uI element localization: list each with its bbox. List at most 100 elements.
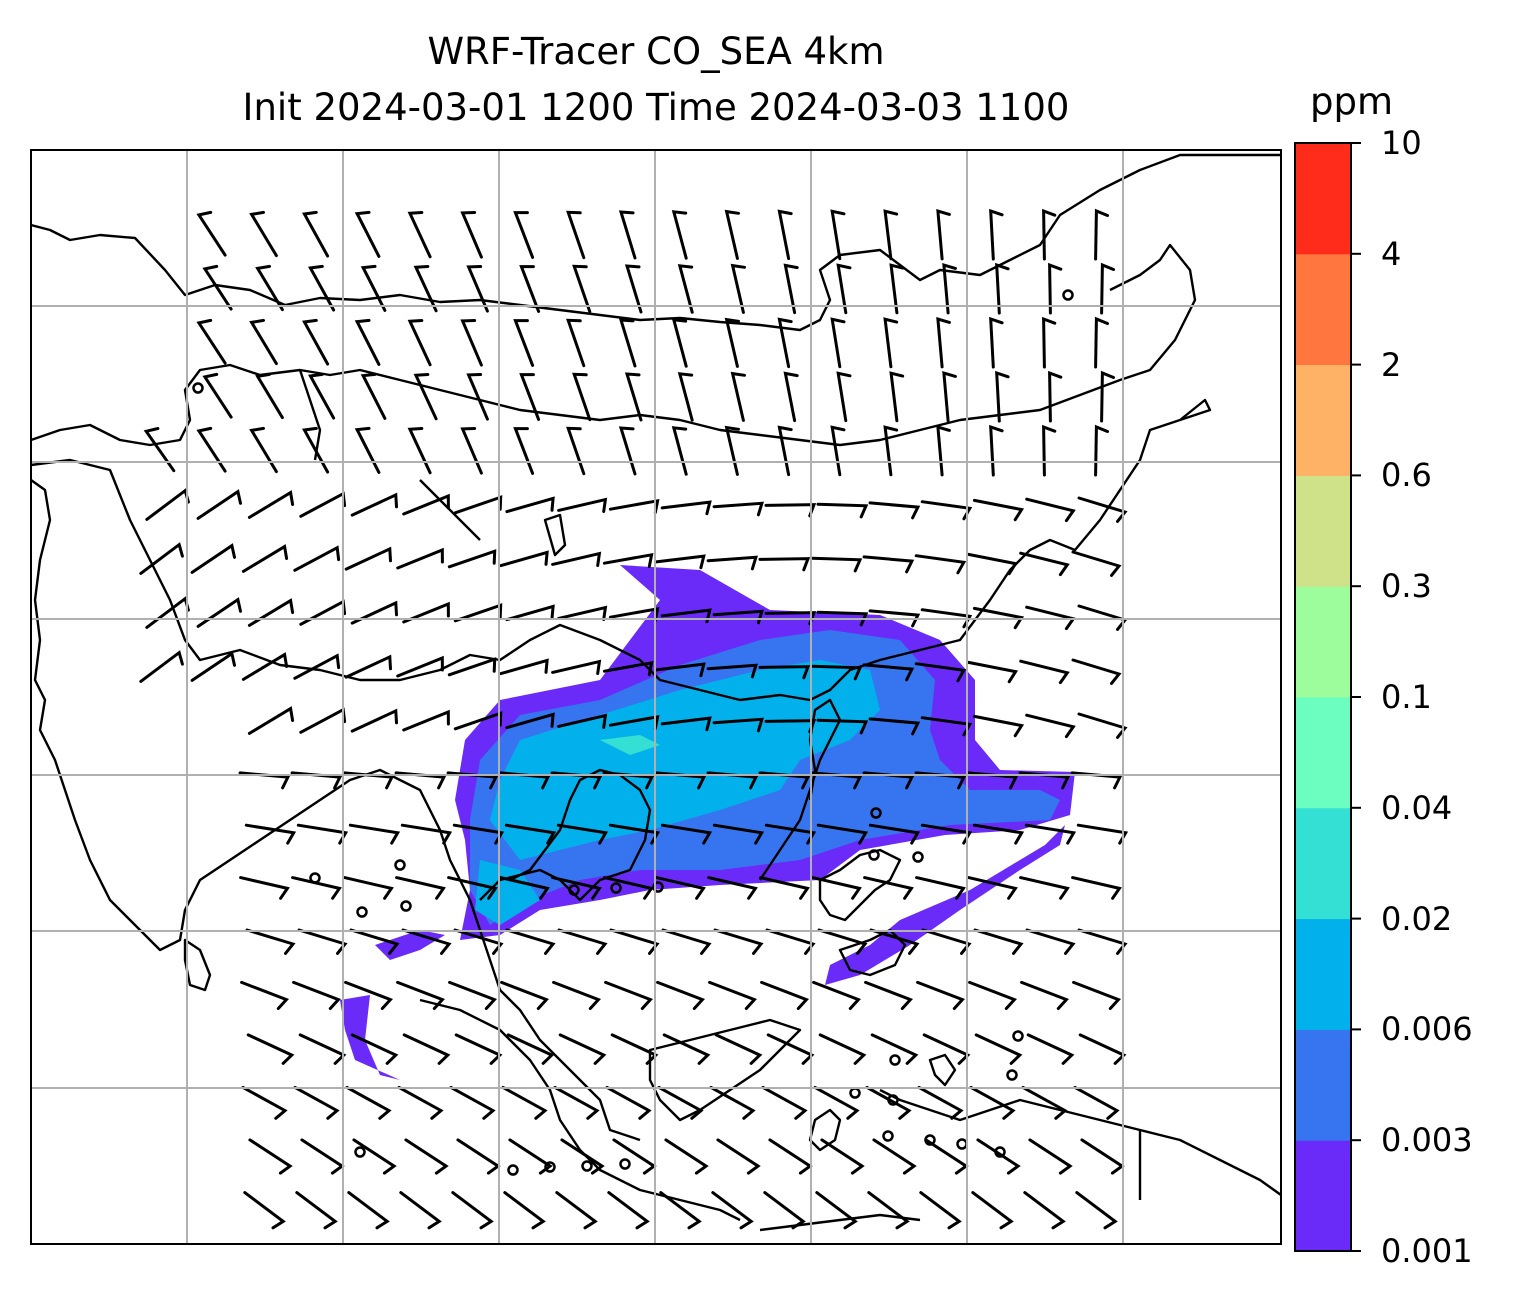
wind-barb [813, 1085, 860, 1120]
wind-barb [350, 708, 398, 733]
wind-barb [407, 319, 432, 367]
wind-barb [196, 318, 227, 365]
wind-barb [1021, 1085, 1068, 1120]
wind-barb [293, 1085, 340, 1120]
wind-barb [654, 554, 706, 570]
wind-barb [759, 876, 810, 900]
wind-barb [196, 597, 242, 628]
calm-wind-circle [544, 1161, 556, 1173]
colorbar-segment [1295, 253, 1351, 366]
wind-barb [453, 603, 503, 623]
wind-barb [655, 876, 706, 900]
wind-barb [453, 928, 504, 955]
wind-barb [247, 706, 295, 735]
colorbar-tick-label: 0.02 [1381, 899, 1453, 938]
wind-barb [995, 370, 1010, 423]
wind-barb [712, 823, 765, 845]
wind-barb [862, 663, 915, 682]
wind-barb [869, 928, 920, 955]
wind-barb [395, 876, 446, 900]
wind-barb [508, 1138, 553, 1175]
wind-barb [864, 980, 913, 1010]
wind-barb [453, 495, 503, 515]
wind-barb [551, 659, 602, 675]
wind-barb [1048, 370, 1063, 423]
wind-barb [551, 876, 602, 900]
wind-barb [730, 263, 746, 314]
wind-barb [249, 426, 278, 474]
wind-barb [777, 425, 793, 477]
wind-barb [656, 980, 705, 1010]
wind-barb [817, 928, 868, 955]
wind-barb [664, 1138, 709, 1175]
wind-barb [989, 208, 1004, 261]
wind-barb [830, 425, 846, 477]
wind-barb [248, 1138, 293, 1175]
wind-barb [453, 711, 503, 731]
wind-barb [1100, 262, 1115, 315]
wind-barb [460, 427, 483, 475]
calm-wind-circle [994, 1146, 1006, 1158]
colorbar-tick-label: 4 [1381, 234, 1402, 273]
wind-barb [995, 262, 1010, 315]
wind-barb [302, 318, 330, 366]
wind-barb [1026, 1033, 1075, 1065]
wind-barb [239, 876, 290, 900]
wind-barb [660, 608, 712, 624]
wind-barb [249, 318, 278, 366]
wind-barb [504, 823, 557, 845]
wind-barb [942, 263, 957, 315]
calm-wind-circle [912, 851, 924, 863]
wind-barb [249, 210, 278, 258]
wind-barb [677, 372, 694, 422]
calm-wind-circle [568, 884, 580, 896]
wind-barb [971, 1191, 1014, 1230]
wind-barb [360, 264, 387, 312]
calm-wind-circle [882, 1130, 894, 1142]
wind-barb [765, 928, 816, 955]
wind-barb [1042, 424, 1057, 477]
wind-barb [396, 980, 445, 1010]
calm-wind-circle [394, 859, 406, 871]
wind-barb [1042, 316, 1057, 369]
wind-barb [1094, 208, 1109, 261]
wind-barb [500, 980, 549, 1010]
wind-barb [308, 264, 336, 312]
wind-barb [519, 373, 541, 421]
calm-wind-circle [1012, 1030, 1024, 1042]
wind-barb [1077, 928, 1128, 955]
wind-barb [553, 1085, 600, 1120]
wind-barb [190, 651, 236, 682]
wind-barb [1073, 1085, 1120, 1120]
colorbar-tick-label: 0.1 [1381, 678, 1432, 716]
wind-barb [246, 1033, 295, 1065]
wind-barb [608, 606, 660, 623]
wind-barb [711, 1191, 754, 1230]
wind-barb [196, 426, 227, 473]
wind-barb [973, 928, 1024, 955]
wind-barb [618, 318, 637, 368]
wind-barb [296, 823, 349, 845]
wind-barb [505, 928, 556, 955]
colorbar-segment [1295, 143, 1351, 255]
wind-barb [255, 264, 284, 312]
wind-barb [1094, 424, 1109, 477]
calm-wind-circle [356, 906, 368, 918]
wind-barb [557, 928, 608, 955]
wind-barb [889, 263, 905, 315]
wind-barb [712, 717, 764, 733]
calm-wind-circle [887, 1094, 899, 1106]
wind-barb [396, 655, 444, 678]
wind-barb [889, 371, 905, 423]
wind-barb [344, 980, 393, 1010]
wind-barb [501, 1085, 548, 1120]
colorbar-border [1294, 142, 1352, 1252]
wind-barb [555, 1191, 598, 1230]
wind-barb [572, 372, 592, 422]
wind-barb [503, 1191, 546, 1230]
calm-wind-circle [354, 1146, 366, 1158]
wind-barb [1019, 551, 1070, 577]
wind-barb [402, 1033, 451, 1065]
wind-barb [402, 709, 450, 732]
